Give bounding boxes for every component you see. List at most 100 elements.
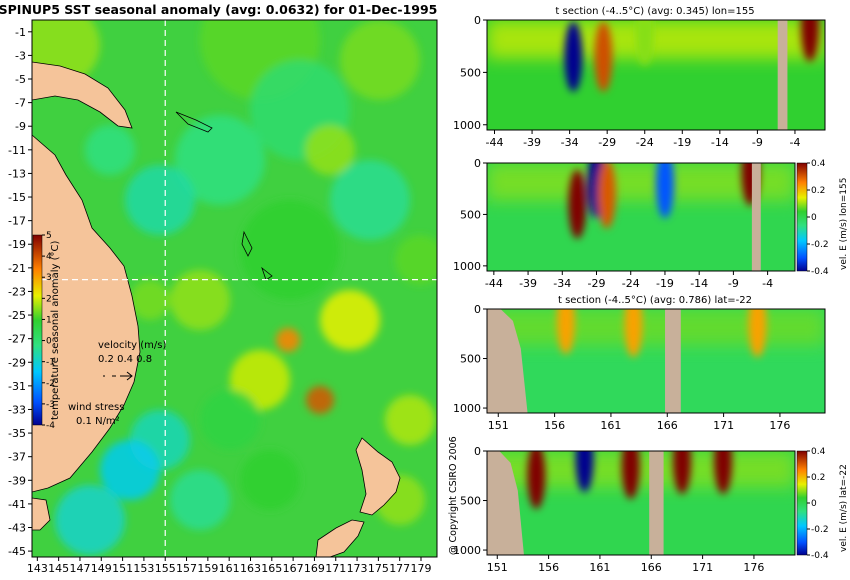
panel-x-tick-label: -44 — [486, 136, 504, 149]
panel-x-tick-label: -29 — [588, 277, 606, 290]
panel-y-tick-label: 500 — [460, 495, 481, 508]
panel-y-tick-label: 0 — [474, 14, 481, 27]
panel-colorbar-tick: 0 — [811, 499, 817, 509]
velocity-legend-values: 0.2 0.4 0.8 — [98, 354, 152, 365]
panel-x-tick-label: 176 — [769, 419, 790, 432]
map-colorbar-tick: 0 — [46, 337, 52, 347]
panel-x-tick-label: -14 — [711, 136, 729, 149]
map-colorbar-tick: -3 — [46, 400, 55, 410]
panel-x-tick-label: -39 — [523, 136, 541, 149]
panel-x-tick-label: -34 — [553, 277, 571, 290]
panel-x-tick-label: 151 — [487, 561, 508, 574]
panel-x-tick-label: 156 — [544, 419, 565, 432]
section-panel-1: -44 -39 -34 -29 -24 -19 -14 -9 -4 0 500 1000 — [453, 14, 826, 149]
panel-colorbar-tick: -0.2 — [811, 525, 829, 535]
panel-y-tick-label: 1000 — [453, 119, 481, 132]
map-x-tick-label: 145 — [48, 562, 69, 575]
section-anomaly-mark — [714, 451, 733, 495]
panel-x-tick-label: 166 — [657, 419, 678, 432]
map-x-tick-label: 159 — [197, 562, 218, 575]
wind-legend-value: 0.1 N/m² — [76, 416, 120, 427]
panel-x-tick-label: -4 — [789, 136, 800, 149]
panel-y-tick-label: 0 — [474, 157, 481, 170]
map-x-tick-label: 173 — [347, 562, 368, 575]
map-y-tick-label: -45 — [8, 545, 26, 558]
map-x-tick-label: 153 — [133, 562, 154, 575]
panel-colorbar-tick: 0.4 — [811, 447, 826, 457]
section-anomaly-mark — [527, 451, 546, 510]
panel-colorbar-tick: 0.2 — [811, 473, 825, 483]
panel-x-tick-label: -24 — [622, 277, 640, 290]
map-y-tick-label: -43 — [8, 521, 26, 534]
panel2-colorbar-label: vel. E (m/s) lon=155 — [839, 178, 849, 270]
panel-x-tick-label: -24 — [636, 136, 654, 149]
map-frame — [31, 19, 438, 558]
map-colorbar-tick: -4 — [46, 421, 55, 431]
panel-x-tick-label: -44 — [485, 277, 503, 290]
map-colorbar-tick: 3 — [46, 273, 52, 283]
copyright: @ Copyright CSIRO 2006 — [448, 436, 459, 555]
panel4-colorbar-ticks: 0.4 0.2 0 -0.2 -0.4 — [807, 447, 829, 561]
map-y-tick-label: -41 — [8, 498, 26, 511]
panel-frame — [486, 450, 796, 556]
panel-x-tick-label: -9 — [728, 277, 739, 290]
panel-colorbar-tick: -0.4 — [811, 267, 829, 277]
panel-x-tick-label: -39 — [519, 277, 537, 290]
panel3-title: t section (-4..5°C) (avg: 0.786) lat=-22 — [558, 295, 752, 306]
panel-x-tick-label: -34 — [561, 136, 579, 149]
section-anomaly-mark — [800, 20, 819, 62]
land-new-zealand-north — [355, 437, 401, 516]
panel-x-tick-label: 161 — [589, 561, 610, 574]
map-y-tick-label: -17 — [8, 215, 26, 228]
panel-y-tick-label: 0 — [474, 303, 481, 316]
panel-x-tick-label: 176 — [743, 561, 764, 574]
wind-legend-title: wind stress — [68, 402, 124, 413]
panel1-title: t section (-4..5°C) (avg: 0.345) lon=155 — [555, 6, 754, 17]
panel-frame — [486, 162, 796, 272]
panel2-colorbar — [796, 162, 808, 272]
section-anomaly-mark — [624, 309, 643, 358]
map-colorbar-tick: 4 — [46, 252, 52, 262]
map-colorbar-label: temperature seasonal anomaly (°C) — [50, 241, 61, 420]
map-colorbar — [32, 234, 43, 426]
map-y-tick-label: -31 — [8, 380, 26, 393]
map-y-tick-label: -7 — [15, 97, 26, 110]
velocity-legend-title: velocity (m/s) — [98, 340, 166, 351]
map-y-tick-label: -13 — [8, 167, 26, 180]
map-x-tick-label: 161 — [219, 562, 240, 575]
section-anomaly-mark — [655, 163, 674, 219]
section-anomaly-mark — [568, 169, 587, 239]
panel-y-tick-label: 500 — [460, 208, 481, 221]
map-colorbar-tick: -2 — [46, 379, 55, 389]
panel-x-tick-label: 151 — [488, 419, 509, 432]
panel-frame — [486, 19, 826, 131]
land-new-guinea — [32, 61, 133, 129]
map-y-tick-label: -35 — [8, 427, 26, 440]
map-y-tick-label: -37 — [8, 451, 26, 464]
section-anomaly-mark — [594, 21, 613, 92]
map-colorbar-tick: -1 — [46, 358, 55, 368]
section-anomaly-mark — [564, 21, 583, 92]
panel-frame — [486, 308, 826, 414]
map-y-tick-label: -11 — [8, 144, 26, 157]
section-anomaly-mark — [621, 451, 640, 500]
map-x-tick-label: 155 — [155, 562, 176, 575]
map-y-tick-label: -25 — [8, 309, 26, 322]
panel-colorbar-tick: 0.2 — [811, 186, 825, 196]
panel-y-tick-label: 1000 — [453, 402, 481, 415]
panel-x-tick-label: 156 — [538, 561, 559, 574]
map-y-tick-label: -19 — [8, 238, 26, 251]
section-anomaly-mark — [673, 451, 692, 495]
section-land-gap — [751, 163, 761, 271]
map-title: SPINUP5 SST seasonal anomaly (avg: 0.063… — [0, 2, 437, 17]
section-land-gap — [777, 20, 788, 130]
section-anomaly-mark — [556, 309, 575, 355]
land-australia — [32, 134, 141, 493]
map-x-tick-label: 157 — [176, 562, 197, 575]
panel-colorbar-tick: -0.4 — [811, 551, 829, 561]
section-panel-2: -44 -39 -34 -29 -24 -19 -14 -9 -4 0 500 1000 — [453, 157, 796, 290]
section-land — [487, 309, 528, 413]
panel-x-tick-label: -4 — [762, 277, 773, 290]
map-x-tick-label: 165 — [261, 562, 282, 575]
